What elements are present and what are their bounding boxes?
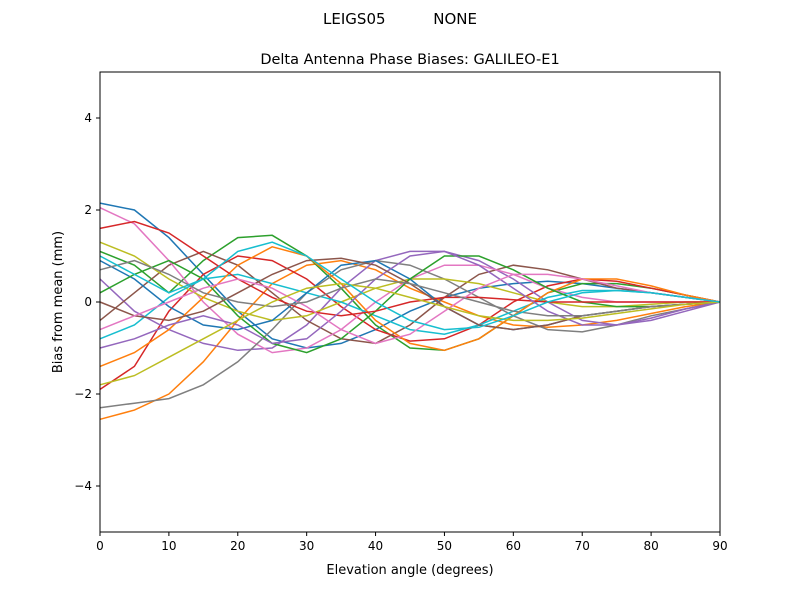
x-tick-label: 50	[437, 539, 452, 553]
y-tick-label: 0	[84, 295, 92, 309]
chart-title: Delta Antenna Phase Biases: GALILEO-E1	[260, 52, 559, 68]
series-line-17	[99, 273, 721, 345]
x-tick-label: 90	[712, 539, 727, 553]
series-line-4	[99, 255, 721, 391]
x-tick-label: 70	[575, 539, 590, 553]
x-tick-label: 60	[506, 539, 521, 553]
x-tick-label: 80	[643, 539, 658, 553]
series-line-14	[99, 220, 720, 317]
series-line-18	[99, 259, 721, 317]
y-axis-label: Bias from mean (mm)	[51, 231, 66, 373]
series-line-5	[99, 250, 721, 352]
series-line-19	[99, 282, 721, 386]
y-axis-ticks: −4 −2 0 2 4	[74, 111, 100, 493]
y-tick-label: 2	[84, 203, 92, 217]
y-tick-label: −4	[74, 479, 92, 493]
x-tick-label: 30	[299, 539, 314, 553]
series-line-12	[99, 245, 721, 368]
y-tick-label: −2	[74, 387, 92, 401]
series-line-20	[99, 241, 721, 331]
x-axis-label: Elevation angle (degrees)	[326, 563, 493, 578]
series-line-15	[99, 250, 721, 349]
x-tick-label: 20	[230, 539, 245, 553]
series-line-7	[99, 207, 720, 354]
y-tick-label: 4	[84, 111, 92, 125]
x-tick-label: 10	[161, 539, 176, 553]
x-tick-label: 40	[368, 539, 383, 553]
series-lines	[99, 202, 721, 421]
chart-suptitle: LEIGS05 NONE	[323, 10, 477, 28]
series-line-3	[99, 234, 721, 352]
x-axis-ticks: 0 10 20 30 40 50 60 70 80 90	[96, 532, 728, 553]
x-tick-label: 0	[96, 539, 104, 553]
series-line-6	[99, 250, 721, 345]
series-line-1	[99, 202, 721, 349]
series-line-2	[99, 259, 721, 421]
